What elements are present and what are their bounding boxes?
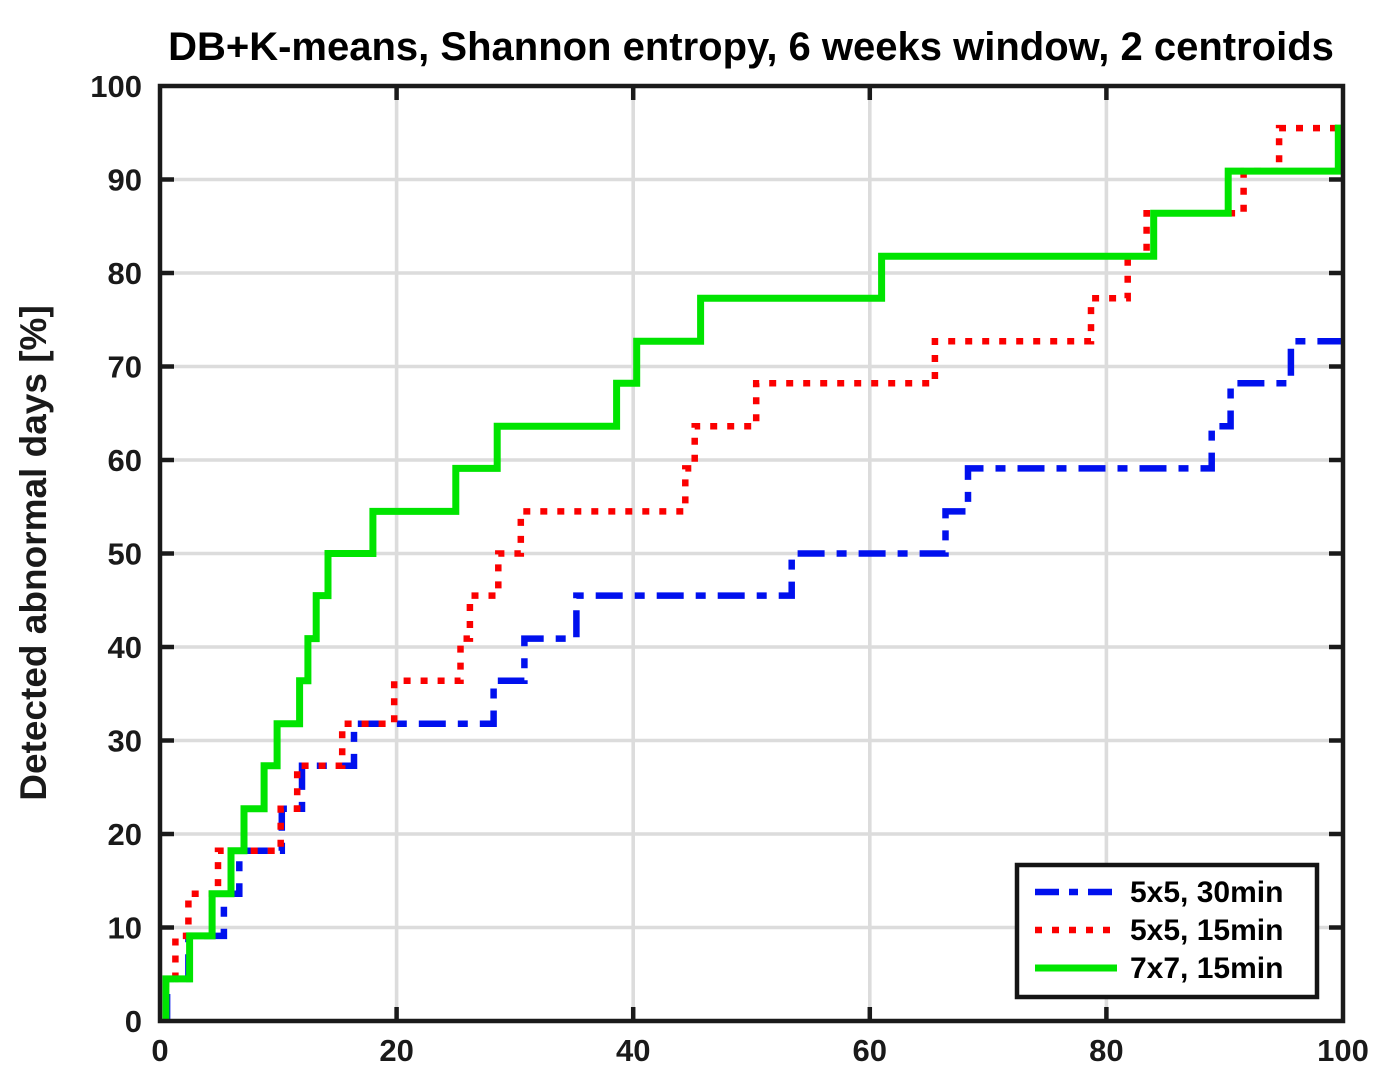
y-axis-label: Detected abnormal days [%] (13, 305, 54, 801)
y-tick-label-0: 0 (125, 1004, 142, 1039)
x-tick-label-0: 0 (151, 1033, 168, 1068)
y-tick-label-90: 90 (108, 163, 142, 198)
series-line-3 (162, 124, 1343, 1021)
legend: 5x5, 30min 5x5, 15min 7x7, 15min (1014, 862, 1320, 1000)
y-tick-label-10: 10 (108, 911, 142, 946)
y-tick-label-60: 60 (108, 443, 142, 478)
legend-label-2: 5x5, 15min (1130, 914, 1283, 947)
chart-title: DB+K-means, Shannon entropy, 6 weeks win… (168, 25, 1334, 69)
y-tick-label-80: 80 (108, 256, 142, 291)
y-tick-labels: 0 10 20 30 40 50 60 70 80 90 100 (90, 69, 142, 1039)
x-tick-label-20: 20 (379, 1033, 413, 1068)
x-tick-labels: 0 20 40 60 80 100 (151, 1033, 1368, 1068)
legend-label-3: 7x7, 15min (1130, 952, 1283, 985)
legend-label-1: 5x5, 30min (1130, 876, 1283, 909)
x-tick-label-100: 100 (1317, 1033, 1369, 1068)
y-tick-label-100: 100 (90, 69, 142, 104)
y-tick-label-20: 20 (108, 817, 142, 852)
x-tick-label-40: 40 (616, 1033, 650, 1068)
x-tick-label-60: 60 (853, 1033, 887, 1068)
legend-box (1014, 862, 1320, 1000)
gridlines (160, 86, 1343, 1021)
axis-ticks (160, 86, 1343, 1021)
y-tick-label-40: 40 (108, 630, 142, 665)
series-lines (162, 124, 1343, 1021)
x-tick-label-80: 80 (1089, 1033, 1123, 1068)
y-tick-label-30: 30 (108, 724, 142, 759)
y-tick-label-70: 70 (108, 350, 142, 385)
y-tick-label-50: 50 (108, 537, 142, 572)
series-line-2 (162, 124, 1343, 1021)
